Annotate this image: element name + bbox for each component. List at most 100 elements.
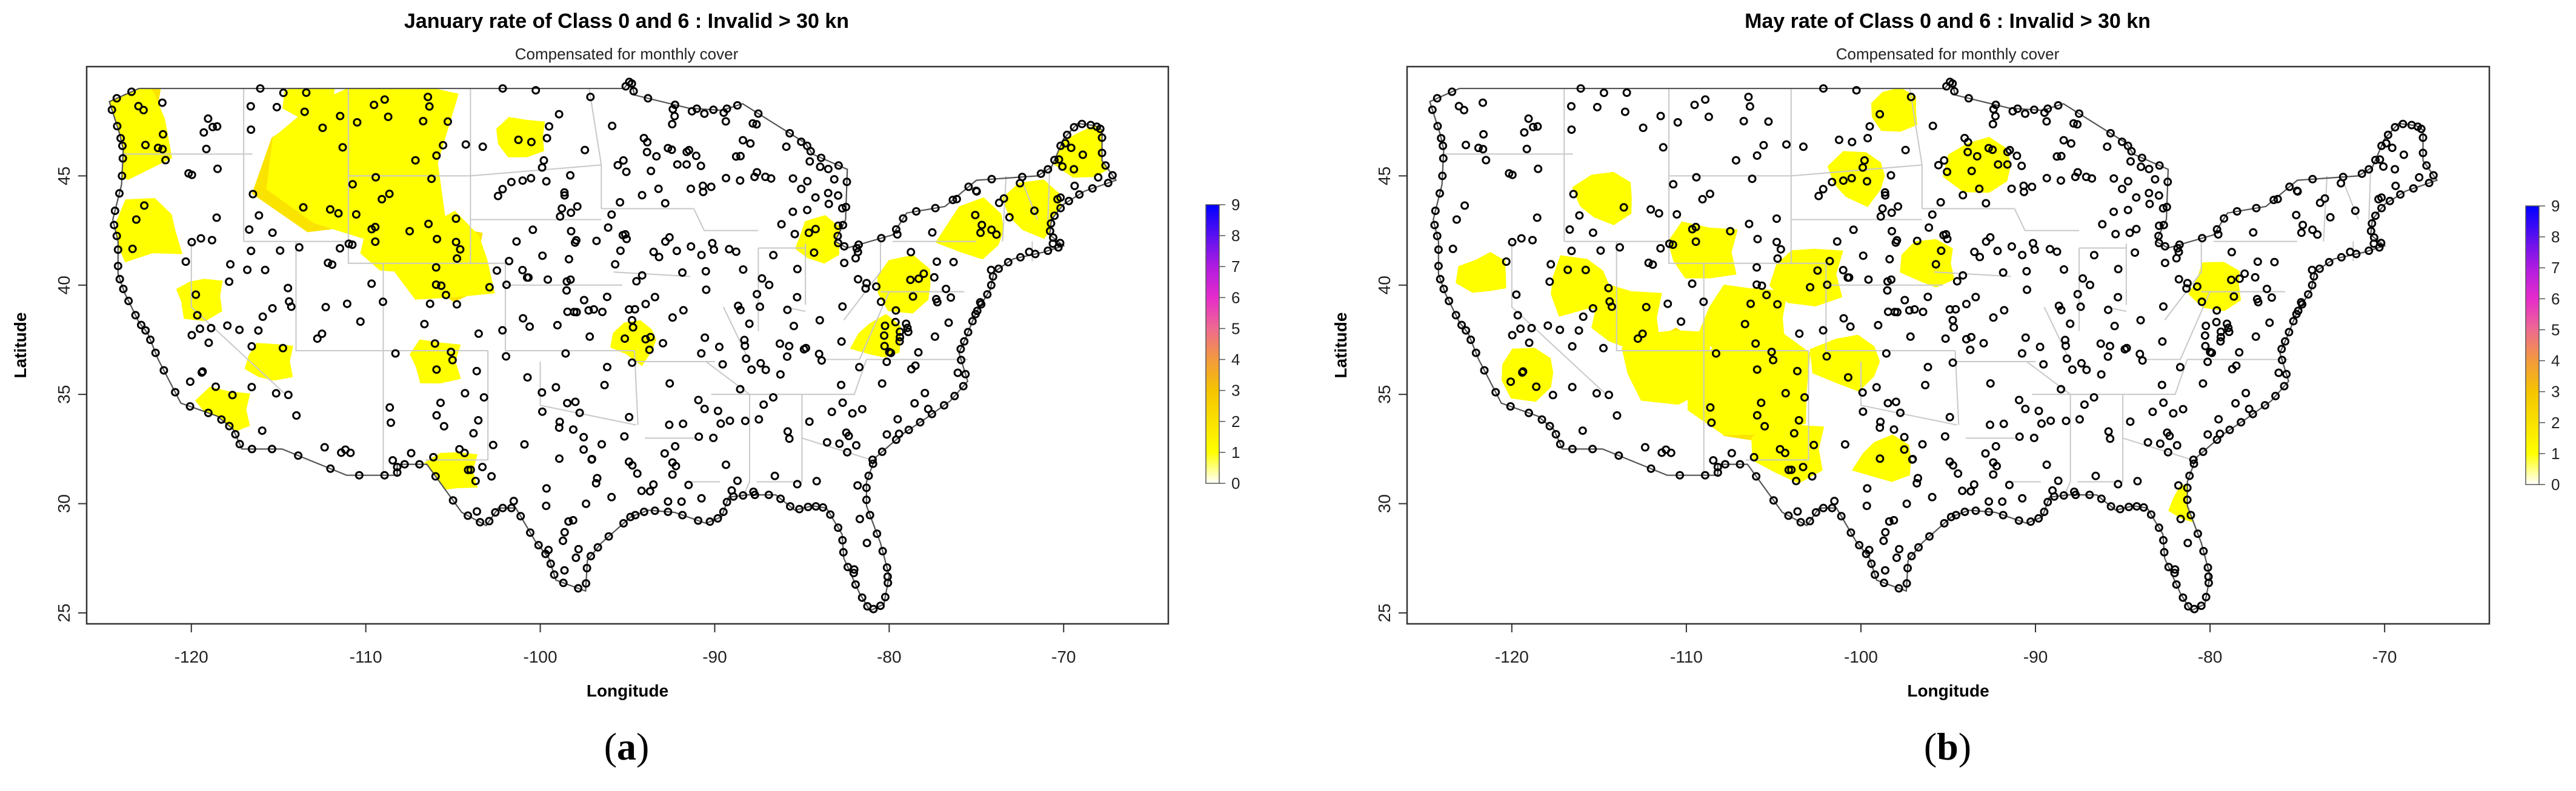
station-marker — [806, 147, 815, 156]
station-marker — [1837, 512, 1846, 521]
station-marker — [2078, 274, 2087, 283]
station-marker — [812, 477, 821, 486]
station-marker — [346, 448, 355, 457]
station-marker — [2157, 380, 2166, 389]
station-marker — [2000, 306, 2009, 315]
station-marker — [598, 308, 607, 316]
colorbar-frame — [2525, 205, 2540, 485]
station-marker — [1945, 305, 1954, 314]
station-marker — [2162, 202, 2171, 211]
station-marker — [2122, 343, 2131, 352]
station-marker — [857, 593, 867, 602]
station-marker — [2042, 174, 2051, 183]
station-marker — [2228, 365, 2237, 374]
station-marker — [367, 279, 376, 288]
station-marker — [1659, 143, 1668, 152]
station-marker — [907, 365, 916, 374]
station-marker — [2418, 133, 2428, 142]
station-marker — [661, 237, 670, 246]
station-marker — [1054, 155, 1063, 164]
station-marker — [1101, 161, 1110, 170]
station-marker — [673, 160, 682, 169]
station-marker — [1640, 443, 1649, 452]
station-marker — [439, 141, 448, 150]
station-marker — [1875, 454, 1885, 463]
station-marker — [902, 319, 911, 328]
station-marker — [1789, 429, 1799, 438]
station-marker — [1925, 223, 1934, 232]
station-marker — [447, 348, 456, 357]
station-marker — [736, 385, 745, 394]
station-marker — [2066, 139, 2075, 148]
station-marker — [788, 207, 797, 216]
station-marker — [652, 152, 661, 161]
station-marker — [1588, 445, 1597, 454]
station-marker — [1031, 250, 1040, 259]
station-marker — [1878, 204, 1887, 213]
station-marker — [891, 306, 900, 315]
station-marker — [854, 275, 862, 283]
station-marker — [582, 564, 591, 572]
station-marker — [741, 341, 750, 350]
station-marker — [1644, 259, 1653, 267]
colorbar-tick-label: 1 — [2551, 445, 2560, 463]
station-marker — [159, 366, 168, 375]
station-marker — [1883, 277, 1892, 286]
station-marker — [882, 357, 891, 366]
station-marker — [139, 105, 148, 114]
station-marker — [1556, 440, 1565, 449]
station-marker — [207, 236, 216, 245]
station-marker — [534, 541, 543, 550]
station-marker — [2415, 173, 2424, 182]
station-marker — [2235, 348, 2244, 357]
station-marker — [431, 263, 441, 272]
y-tick-label: 25 — [1375, 603, 1394, 622]
station-marker — [622, 167, 631, 176]
station-marker — [834, 191, 843, 200]
station-marker — [2351, 206, 2360, 215]
station-marker — [664, 508, 673, 517]
station-marker — [2368, 219, 2377, 228]
station-marker — [785, 342, 794, 351]
station-marker — [1506, 402, 1515, 411]
station-marker — [485, 517, 494, 526]
station-marker — [1760, 422, 1769, 431]
station-marker — [1452, 215, 1461, 224]
station-marker — [664, 144, 673, 153]
station-marker — [131, 215, 141, 224]
station-marker — [952, 194, 961, 204]
station-marker — [2069, 119, 2078, 128]
heat-contour — [195, 386, 250, 434]
station-marker — [1524, 114, 1533, 123]
station-marker — [2052, 152, 2062, 161]
station-marker — [919, 269, 928, 278]
station-marker — [2012, 151, 2022, 161]
station-marker — [2265, 318, 2274, 327]
station-marker — [893, 230, 902, 239]
station-marker — [1596, 246, 1605, 255]
station-marker — [151, 348, 160, 357]
station-marker — [228, 391, 237, 400]
station-marker — [551, 383, 561, 392]
station-marker — [785, 129, 794, 137]
station-marker — [2267, 293, 2276, 302]
station-marker — [542, 177, 551, 186]
station-marker — [2237, 418, 2246, 427]
station-marker — [608, 121, 617, 130]
station-marker — [187, 237, 196, 247]
station-marker — [1889, 516, 1899, 525]
station-marker — [181, 257, 190, 266]
station-marker — [2315, 198, 2325, 207]
station-marker — [1436, 274, 1445, 283]
station-marker — [631, 511, 640, 520]
station-marker — [586, 93, 595, 102]
station-marker — [2158, 337, 2167, 346]
station-marker — [437, 281, 446, 290]
station-marker — [1522, 145, 1531, 153]
station-marker — [731, 247, 741, 256]
station-marker — [1796, 518, 1805, 527]
station-marker — [1989, 105, 1998, 114]
station-marker — [1753, 234, 1762, 243]
station-marker — [797, 185, 806, 193]
station-marker — [783, 352, 791, 361]
